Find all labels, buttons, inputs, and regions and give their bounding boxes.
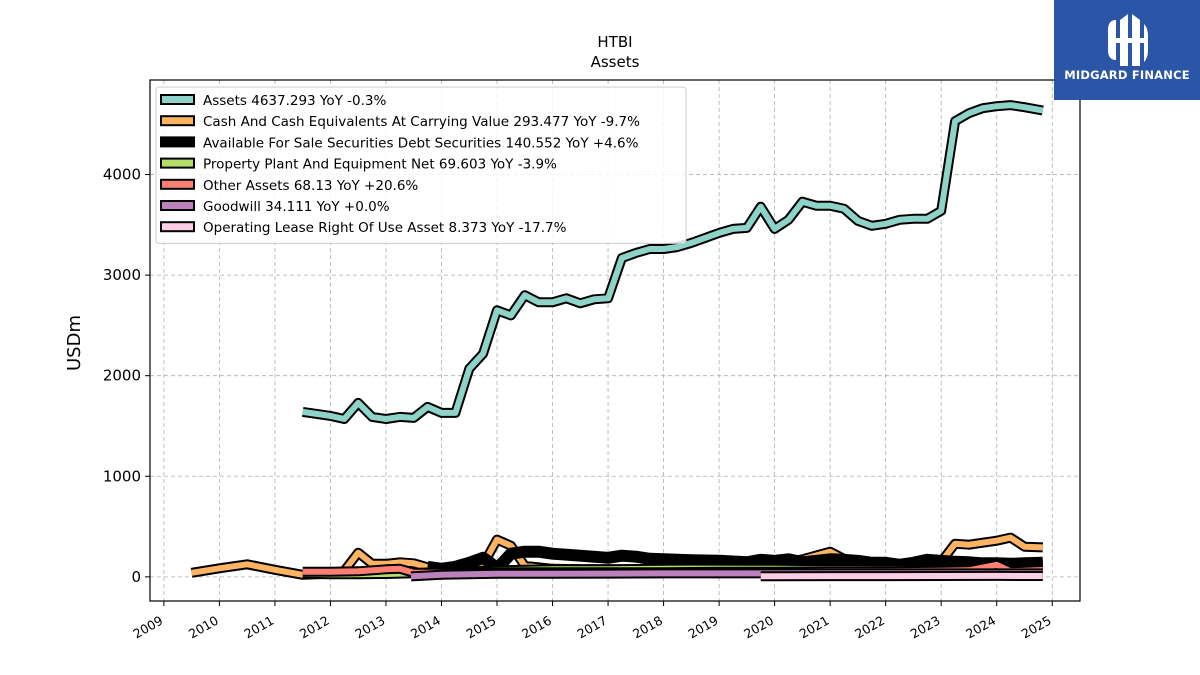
legend-entry: Assets 4637.293 YoY -0.3%	[203, 93, 387, 109]
legend-swatch	[160, 115, 195, 127]
legend-entry: Cash And Cash Equivalents At Carrying Va…	[203, 114, 640, 130]
x-tick-label: 2024	[963, 613, 998, 642]
x-tick-label: 2021	[797, 613, 832, 642]
series-layer	[190, 100, 1044, 582]
legend-entry: Goodwill 34.111 YoY +0.0%	[203, 199, 390, 215]
legend-swatch	[160, 178, 195, 190]
legend-entry: Other Assets 68.13 YoY +20.6%	[203, 178, 418, 194]
y-tick-label: 0	[131, 568, 141, 586]
legend-swatch	[160, 94, 195, 105]
legend: Assets 4637.293 YoY -0.3% Cash And Cash E…	[155, 86, 687, 244]
y-tick-label: 4000	[103, 166, 141, 184]
legend-box	[155, 86, 687, 244]
y-tick-label: 1000	[103, 467, 141, 485]
logo-text: MIDGARD FINANCE	[1064, 68, 1190, 82]
y-axis-label: USDm	[64, 315, 85, 371]
x-tick-label: 2020	[741, 613, 776, 642]
y-tick-label: 2000	[103, 367, 141, 385]
x-tick-label: 2018	[630, 613, 665, 642]
plot-frame	[149, 79, 1081, 602]
series-line-available-for-sale-securities-debt-securities	[427, 547, 1043, 573]
x-tick-label: 2014	[408, 613, 443, 642]
legend-entry: Operating Lease Right Of Use Asset 8.373…	[203, 220, 567, 236]
x-tick-label: 2013	[352, 613, 387, 642]
legend-swatch	[160, 157, 195, 169]
x-tick-label: 2022	[852, 613, 887, 642]
midgard-finance-logo: MIDGARD FINANCE	[1054, 0, 1200, 100]
x-tick-label: 2011	[241, 613, 276, 642]
legend-swatch	[160, 136, 195, 148]
legend-entry: Available For Sale Securities Debt Secur…	[203, 135, 639, 151]
x-tick-label: 2019	[686, 613, 721, 642]
chart-subtitle: Assets	[591, 53, 640, 71]
legend-swatch	[160, 200, 195, 211]
legend-entry: Property Plant And Equipment Net 69.603 …	[203, 157, 557, 173]
x-tick-label: 2009	[130, 613, 165, 642]
x-tick-label: 2015	[463, 613, 498, 642]
chart-title: HTBI	[597, 33, 632, 51]
series-line-assets	[302, 102, 1044, 422]
legend-swatch	[160, 221, 195, 233]
x-tick-label: 2016	[519, 613, 554, 642]
x-tick-label: 2023	[908, 613, 943, 642]
y-tick-label: 3000	[103, 266, 141, 284]
x-tick-label: 2017	[575, 613, 610, 642]
x-tick-label: 2025	[1019, 613, 1054, 642]
x-tick-label: 2010	[186, 613, 221, 642]
logo-mark-icon	[1108, 14, 1148, 66]
x-tick-label: 2012	[297, 613, 332, 642]
